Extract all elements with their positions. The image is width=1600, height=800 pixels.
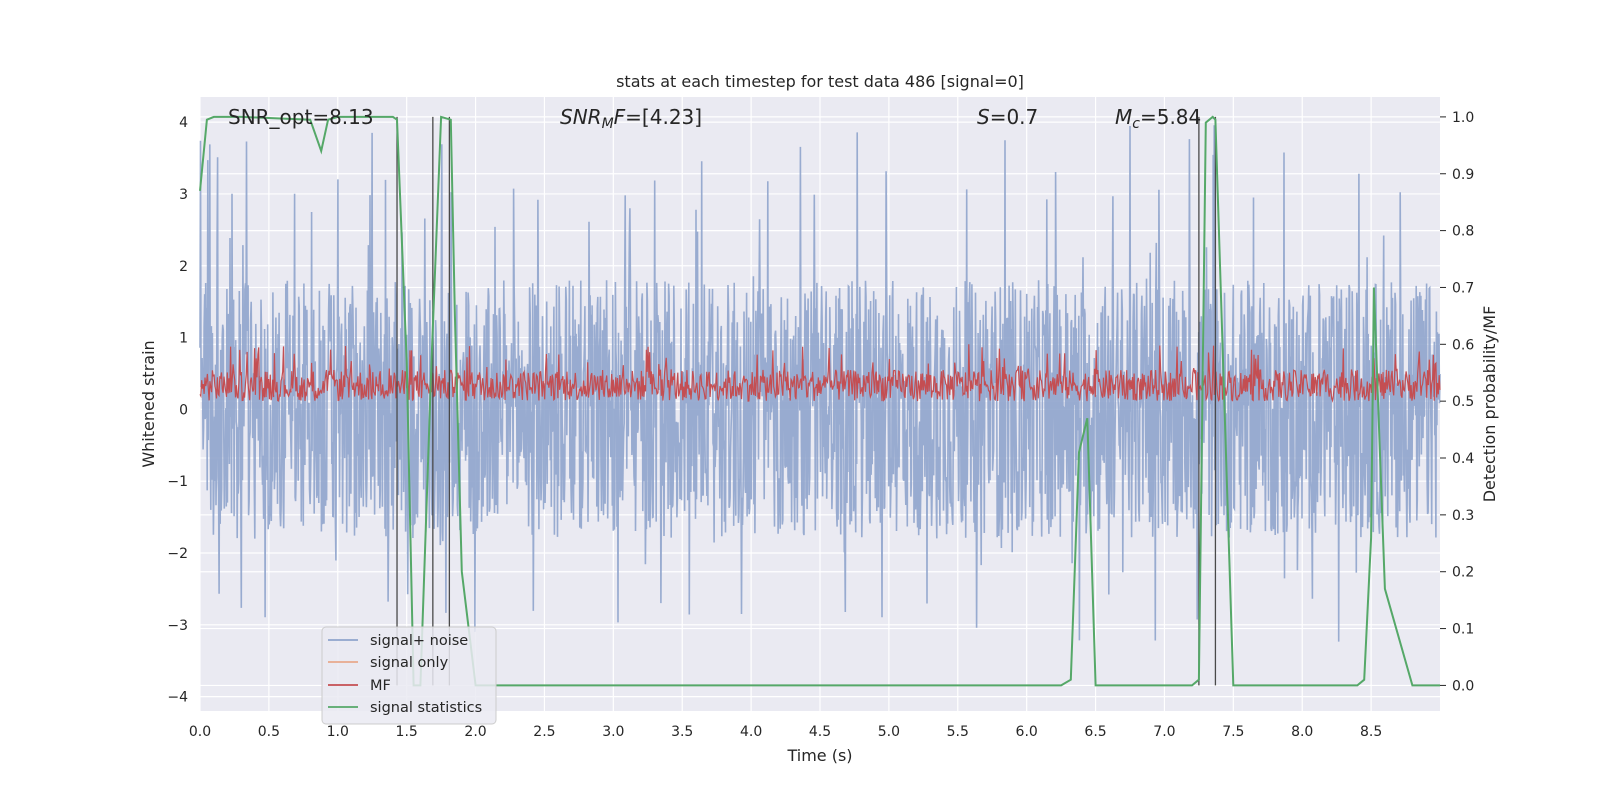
y2-tick-label: 0.4	[1452, 451, 1474, 467]
legend-label-signal-noise: signal+ noise	[370, 633, 468, 649]
x-tick-label: 6.0	[1016, 724, 1038, 740]
x-tick-label: 4.0	[740, 724, 762, 740]
legend-label-signal-statistics: signal statistics	[370, 700, 482, 716]
y-tick-label: 0	[179, 402, 188, 418]
y2-tick-label: 0.0	[1452, 678, 1474, 694]
y-tick-label: 2	[179, 259, 188, 275]
y2-axis-label: Detection probability/MF	[1480, 306, 1499, 503]
y2-tick-label: 0.7	[1452, 280, 1474, 296]
y-tick-labels: −4 −3 −2 −1 0 1 2 3 4	[167, 115, 188, 706]
annotation-snr-mf: SNRMF=[4.23]	[560, 105, 702, 132]
y2-tick-label: 0.2	[1452, 565, 1474, 581]
y2-tick-label: 1.0	[1452, 110, 1474, 126]
x-tick-label: 1.0	[327, 724, 349, 740]
x-tick-label: 4.5	[809, 724, 831, 740]
x-tick-label: 0.0	[189, 724, 211, 740]
x-tick-label: 5.5	[947, 724, 969, 740]
signal-noise-line	[199, 125, 1441, 642]
annotation-snr-opt: SNR_opt=8.13	[228, 105, 374, 129]
legend-label-mf: MF	[370, 678, 391, 694]
x-tick-label: 2.5	[533, 724, 555, 740]
annotation-mc: Mc=5.84	[1115, 105, 1201, 132]
x-tick-label: 7.5	[1222, 724, 1244, 740]
y-tick-label: −2	[167, 546, 188, 562]
y2-tick-label: 0.6	[1452, 337, 1474, 353]
y2-tick-label: 0.9	[1452, 167, 1474, 183]
x-tick-label: 3.5	[671, 724, 693, 740]
signal-noise-series	[199, 125, 1441, 642]
x-tick-label: 8.5	[1360, 724, 1382, 740]
y2-tick-label: 0.3	[1452, 508, 1474, 524]
y-tick-label: 1	[179, 331, 188, 347]
y-tick-label: −1	[167, 474, 188, 490]
y2-tick-label: 0.1	[1452, 622, 1474, 638]
x-tick-label: 8.0	[1291, 724, 1313, 740]
x-tick-labels: 0.0 0.5 1.0 1.5 2.0 2.5 3.0 3.5 4.0 4.5 5.0 5.5 6.0 6…	[189, 724, 1382, 740]
y-tick-label: −4	[167, 690, 188, 706]
y2-tick-label: 0.5	[1452, 394, 1474, 410]
vertical-markers	[396, 116, 1217, 686]
x-tick-label: 5.0	[878, 724, 900, 740]
y2-tick-labels: 0.0 0.1 0.2 0.3 0.4 0.5 0.6 0.7 0.8 0.9 1.0	[1440, 110, 1474, 694]
x-tick-label: 2.0	[464, 724, 486, 740]
chart-title: stats at each timestep for test data 486…	[616, 72, 1024, 91]
x-tick-label: 3.0	[602, 724, 624, 740]
y-tick-label: 3	[179, 187, 188, 203]
x-tick-label: 0.5	[258, 724, 280, 740]
y2-tick-label: 0.8	[1452, 224, 1474, 240]
x-axis-label: Time (s)	[786, 746, 852, 765]
legend: signal+ noise signal only MF signal stat…	[321, 626, 497, 725]
legend-label-signal-only: signal only	[370, 655, 449, 671]
legend-box	[321, 626, 497, 725]
x-tick-label: 6.5	[1084, 724, 1106, 740]
x-tick-label: 1.5	[396, 724, 418, 740]
y-tick-label: −3	[167, 618, 188, 634]
y-tick-label: 4	[179, 115, 188, 131]
x-tick-label: 7.0	[1153, 724, 1175, 740]
y-axis-label: Whitened strain	[139, 340, 158, 467]
annotation-s: S=0.7	[977, 105, 1038, 129]
